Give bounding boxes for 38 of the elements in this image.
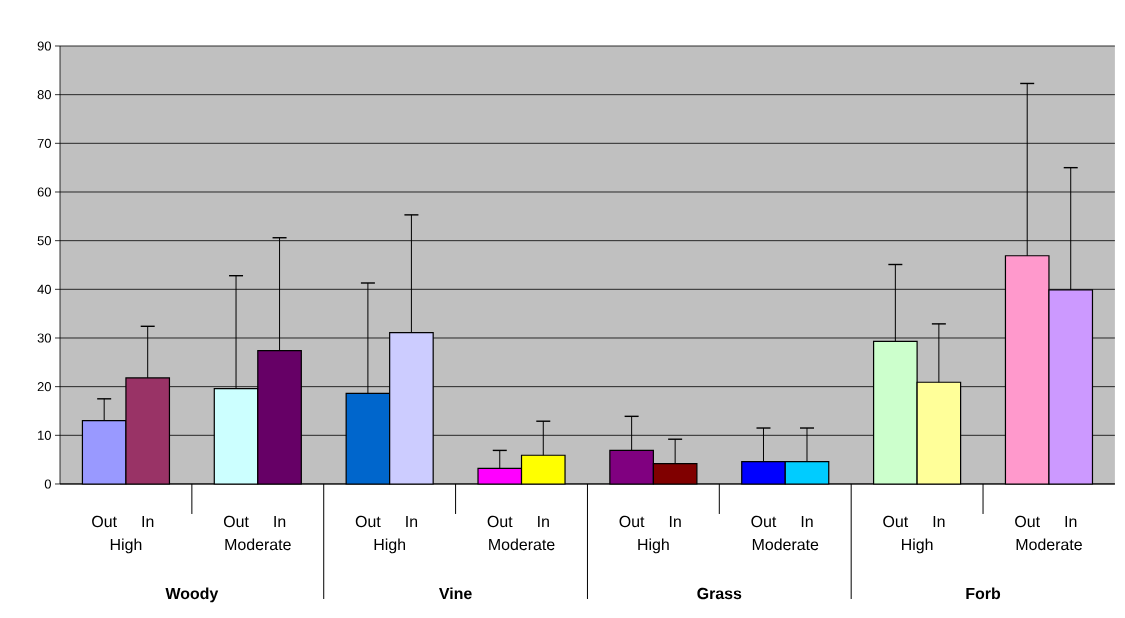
text: Woody (165, 587, 219, 603)
x-tick-label: Out (355, 515, 381, 528)
y-tick-label: 20 (37, 382, 51, 392)
x-tick-label: Out (487, 515, 513, 528)
x-tick-label: In (406, 516, 418, 527)
y-tick-label: 40 (37, 284, 51, 294)
text: High (638, 538, 669, 554)
x-tick-label: Out (619, 515, 645, 528)
x-tick-label: Out (751, 515, 777, 528)
x-tick-label: In (801, 516, 813, 527)
x-tick-label: In (274, 516, 286, 527)
text: Vine (439, 587, 472, 600)
y-tick-label: 60 (37, 187, 51, 197)
y-tick-label: 90 (37, 41, 51, 51)
y-tick-label: 80 (37, 90, 51, 100)
y-tick-label: 30 (37, 333, 51, 343)
text: High (374, 538, 406, 554)
y-tick-label: 0 (44, 479, 51, 489)
y-tick-label: 50 (37, 236, 51, 246)
text: Moderate (225, 538, 291, 551)
x-tick-label: Out (223, 515, 249, 528)
text: Moderate (1016, 538, 1082, 551)
text: Forb (966, 587, 1001, 600)
text: Moderate (489, 538, 555, 551)
x-tick-label: In (669, 516, 681, 527)
x-tick-label: Out (1015, 515, 1040, 528)
y-tick-label: 10 (38, 430, 51, 440)
text: Grass (697, 587, 742, 600)
text: High (110, 538, 142, 554)
text: Moderate (752, 538, 819, 551)
x-tick-label: Out (883, 515, 909, 528)
x-tick-label: In (933, 516, 945, 527)
y-tick-label: 70 (37, 138, 51, 148)
text: High (902, 538, 933, 554)
x-tick-label: Out (92, 515, 117, 528)
x-tick-label: In (1065, 516, 1077, 527)
x-tick-label: In (538, 516, 549, 527)
x-tick-label: In (142, 516, 154, 527)
